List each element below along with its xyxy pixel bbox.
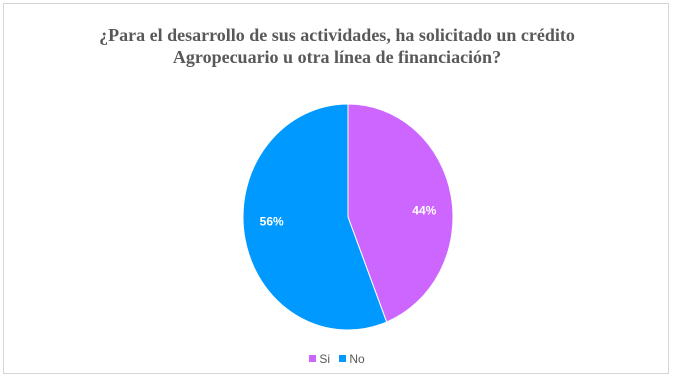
legend-swatch-si [309, 355, 317, 362]
legend: Si No [0, 352, 674, 366]
data-label-si: 44% [412, 204, 436, 218]
chart-title-line-2: Agropecuario u otra línea de financiació… [172, 47, 502, 67]
legend-item-si: Si [309, 352, 330, 366]
legend-item-no: No [339, 352, 365, 366]
legend-label-si: Si [319, 352, 330, 366]
pie-slice-si [347, 103, 454, 323]
data-label-no: 56% [260, 215, 284, 229]
pie-slice-no [242, 103, 388, 331]
chart-title: ¿Para el desarrollo de sus actividades, … [0, 24, 674, 68]
legend-swatch-no [339, 355, 347, 362]
legend-label-no: No [349, 352, 365, 366]
chart-title-line-1: ¿Para el desarrollo de sus actividades, … [99, 25, 575, 45]
